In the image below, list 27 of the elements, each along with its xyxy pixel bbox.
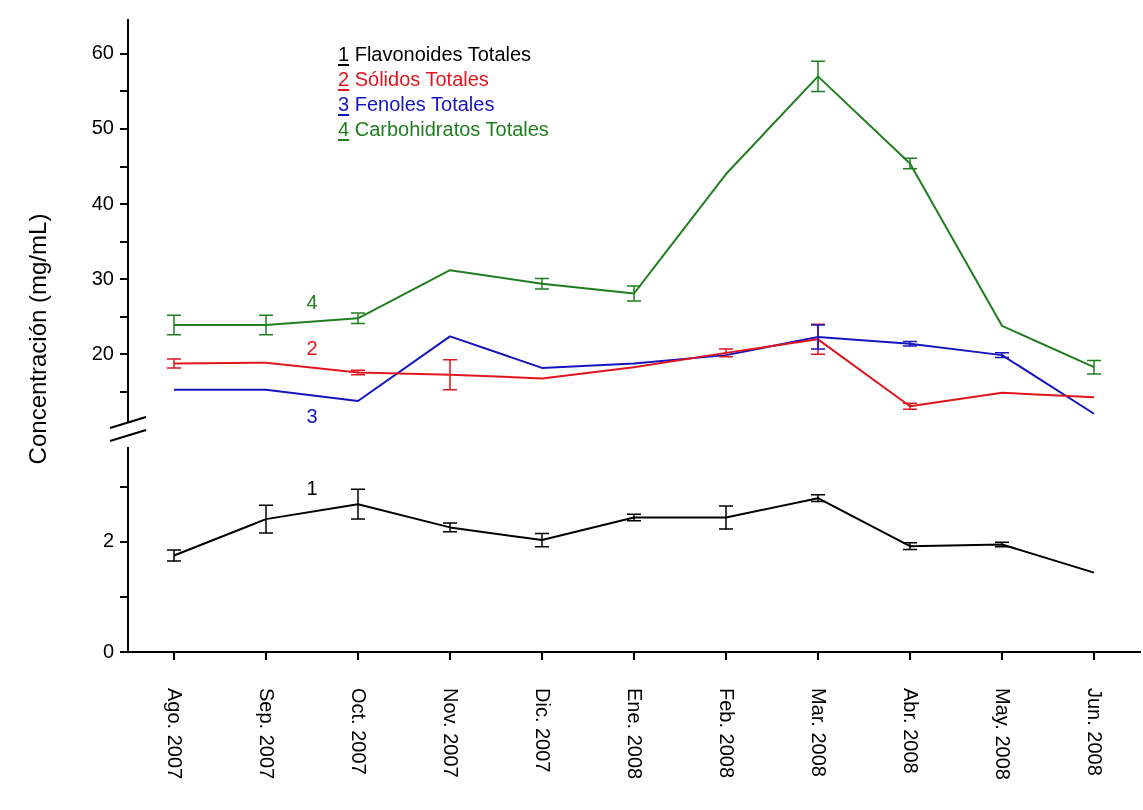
y-tick-label: 2: [102, 529, 114, 552]
annotation: 2: [306, 337, 318, 360]
annotation: 1: [306, 477, 318, 500]
annotation: 3: [306, 404, 318, 427]
x-tick-label: Mar. 2008: [808, 688, 831, 777]
text: 2 Sólidos Totales: [338, 67, 489, 91]
x-tick-label: Sep. 2007: [256, 688, 279, 780]
y-tick-label: 30: [91, 266, 114, 289]
y-tick-label: 40: [91, 191, 114, 214]
x-tick-label: Jun. 2008: [1084, 688, 1107, 776]
x-tick-label: Ene. 2008: [624, 688, 647, 780]
y-tick-label: 20: [91, 341, 114, 364]
y-tick-label: 60: [91, 41, 114, 64]
x-tick-label: Abr. 2008: [900, 688, 923, 774]
y-tick-label: 50: [91, 116, 114, 139]
y-tick-label: 0: [102, 639, 114, 662]
text: 3 Fenoles Totales: [338, 92, 495, 116]
x-tick-label: Nov. 2007: [440, 688, 463, 778]
text: 4 Carbohidratos Totales: [338, 117, 549, 141]
x-tick-label: Dic. 2007: [532, 688, 555, 773]
x-tick-label: Feb. 2008: [716, 688, 739, 779]
x-tick-label: Ago. 2007: [164, 688, 187, 780]
y-axis-title: Concentración (mg/mL): [24, 213, 52, 465]
annotation: 4: [306, 291, 318, 314]
x-tick-label: May. 2008: [992, 688, 1015, 780]
text: 1 Flavonoides Totales: [338, 42, 532, 66]
x-tick-label: Oct. 2007: [348, 688, 371, 775]
